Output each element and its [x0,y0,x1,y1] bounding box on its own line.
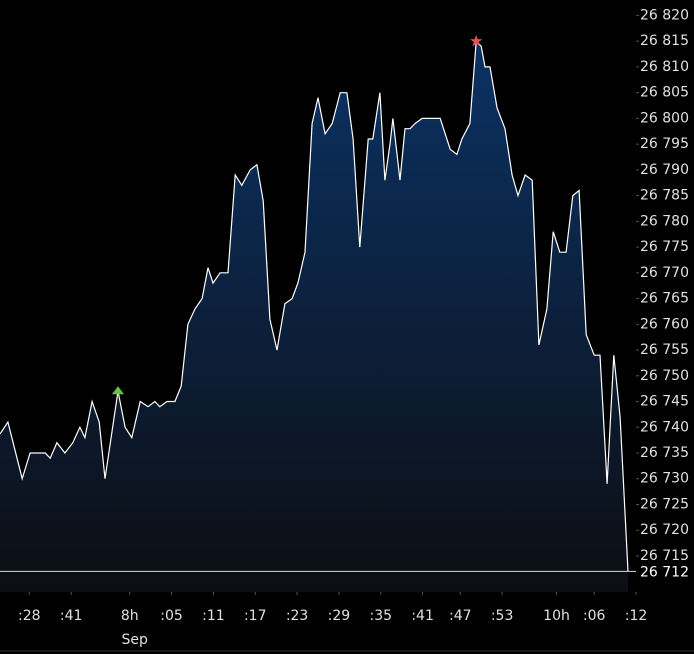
y-tick-label: 26 740 [640,419,689,435]
x-tick-label: :41 [60,608,83,624]
y-tick-label: 26 775 [640,239,689,255]
y-tick-label: 26 735 [640,445,689,461]
current-price-label: 26 712 [640,564,689,580]
x-date-label: Sep [122,632,149,648]
y-tick-label: 26 725 [640,496,689,512]
y-tick-label: 26 750 [640,368,689,384]
y-tick-label: 26 795 [640,136,689,152]
x-tick-label: :05 [160,608,183,624]
y-tick-label: 26 760 [640,316,689,332]
y-tick-label: 26 745 [640,394,689,410]
y-tick-label: 26 755 [640,342,689,358]
x-tick-label: :47 [449,608,472,624]
y-tick-label: 26 790 [640,162,689,178]
y-tick-label: 26 720 [640,522,689,538]
current-price-box [637,562,694,581]
marker [111,386,124,395]
y-tick-label: 26 765 [640,291,689,307]
price-line [0,39,629,572]
y-tick-label: 26 770 [640,265,689,281]
x-tick-label: :23 [286,608,309,624]
y-tick-label: 26 800 [640,110,689,126]
x-tick-label: :06 [583,608,606,624]
y-tick-label: 26 805 [640,85,689,101]
x-tick-label: :35 [369,608,392,624]
y-tick-label: 26 810 [640,59,689,75]
x-tick-label: :29 [328,608,351,624]
x-tick-label: :17 [244,608,267,624]
x-tick-label: 10h [543,608,570,624]
area-fill [0,41,629,592]
y-tick-label: 26 785 [640,188,689,204]
y-tick-label: 26 780 [640,213,689,229]
x-tick-label: :53 [491,608,514,624]
y-tick-label: 26 715 [640,548,689,564]
x-tick-label: :12 [625,608,648,624]
y-tick-label: 26 815 [640,33,689,49]
x-tick-label: :11 [202,608,225,624]
y-tick-label: 26 820 [640,7,689,23]
y-tick-label: 26 730 [640,471,689,487]
x-tick-label: 8h [121,608,139,624]
x-tick-label: :28 [18,608,41,624]
x-tick-label: :41 [411,608,434,624]
marker [470,34,483,47]
